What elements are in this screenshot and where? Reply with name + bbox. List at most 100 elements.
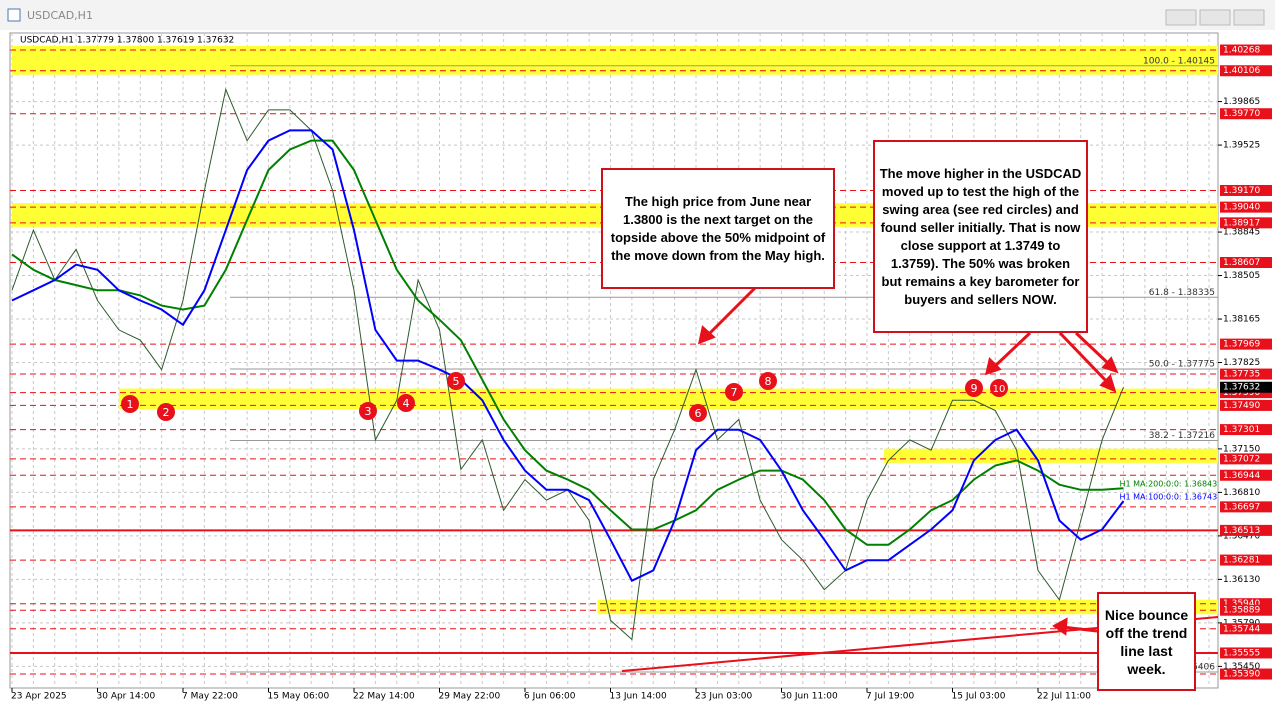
x-tick-label: 22 May 14:00	[353, 692, 415, 702]
app-icon	[7, 8, 21, 22]
y-tick-label: 1.38165	[1223, 315, 1260, 325]
level-label: 1.39770	[1223, 109, 1260, 119]
level-label: 1.36281	[1223, 556, 1260, 566]
y-tick-label: 1.39865	[1223, 97, 1260, 107]
level-tag	[1220, 453, 1272, 465]
x-tick-label: 13 Jun 14:00	[610, 692, 667, 702]
level-tag	[1220, 368, 1272, 380]
y-tick-label: 1.39525	[1223, 141, 1260, 151]
level-tag	[1220, 554, 1272, 566]
level-label: 1.36944	[1223, 471, 1260, 481]
current-price-tag	[1220, 381, 1272, 393]
marker	[990, 379, 1008, 397]
level-tag	[1220, 257, 1272, 269]
level-label: 1.37590	[1223, 388, 1260, 398]
marker-label: 7	[731, 386, 738, 399]
level-label: 1.35744	[1223, 624, 1260, 634]
y-tick-label: 1.36810	[1223, 488, 1260, 498]
fib-label: 50.0 - 1.37775	[1149, 359, 1215, 369]
level-tag	[1220, 604, 1272, 616]
level-tag	[1220, 647, 1272, 659]
annotation: Nice bounce off the trend line last week…	[1097, 592, 1196, 691]
series-line	[11, 139, 1124, 546]
marker	[447, 372, 465, 390]
markers: 1 2 3 4 5 6 7 8 9 10	[121, 372, 1008, 422]
level-label: 1.37072	[1223, 454, 1260, 464]
level-tag	[1220, 201, 1272, 213]
zone	[12, 46, 1218, 75]
levels: 100.0 - 1.40145 61.8 - 1.38335 50.0 - 1.37…	[10, 49, 1218, 675]
x-axis-bg	[0, 689, 1219, 714]
x-tick-label: 15 Jul 03:00	[952, 692, 1006, 702]
level-tag	[1220, 44, 1272, 56]
level-label: 1.36697	[1223, 502, 1260, 512]
title-bar	[0, 0, 1275, 30]
annotation: The high price from June near 1.3800 is …	[601, 168, 835, 289]
marker-label: 9	[971, 382, 978, 395]
legend-entry: H1 MA:200:0:0: 1.36843	[1120, 480, 1218, 489]
marker	[397, 394, 415, 412]
marker	[121, 395, 139, 413]
marker	[965, 379, 983, 397]
level-label: 1.38917	[1223, 218, 1260, 228]
marker	[759, 372, 777, 390]
level-tag	[1220, 623, 1272, 635]
marker-label: 3	[365, 405, 372, 418]
y-tick-label: 1.36130	[1223, 575, 1260, 585]
zone	[884, 448, 1218, 463]
close-button[interactable]	[1233, 9, 1265, 26]
level-tag	[1220, 338, 1272, 350]
x-tick-label: 23 Apr 2025	[11, 692, 67, 702]
level-label: 1.35555	[1223, 648, 1260, 658]
fib-label: 38.2 - 1.37216	[1149, 431, 1215, 441]
level-tag	[1220, 598, 1272, 610]
level-label: 1.35889	[1223, 606, 1260, 616]
y-tick-label: 1.38505	[1223, 271, 1260, 281]
minimize-button[interactable]	[1165, 9, 1197, 26]
level-label: 1.35390	[1223, 670, 1260, 680]
chart-header: USDCAD,H1 1.37779 1.37800 1.37619 1.3763…	[20, 36, 234, 46]
x-tick-label: 22 Jul 11:00	[1037, 692, 1091, 702]
marker-label: 2	[163, 406, 170, 419]
x-tick-label: 15 May 06:00	[268, 692, 330, 702]
y-tick-label: 1.37825	[1223, 358, 1260, 368]
marker-label: 5	[453, 375, 460, 388]
level-label: 1.37735	[1223, 370, 1260, 380]
x-tick-label: 7 Jul 19:00	[866, 692, 915, 702]
x-tick-label: 30 Jun 11:00	[781, 692, 838, 702]
level-tag	[1220, 524, 1272, 536]
lines: H1 MA:200:0:0: 1.36843 H1 MA:100:0:0: 1.3…	[11, 87, 1218, 641]
level-label: 1.36513	[1223, 526, 1260, 536]
maximize-button[interactable]	[1199, 9, 1231, 26]
y-tick-label: 1.38845	[1223, 228, 1260, 238]
current-price-label: 1.37632	[1223, 383, 1260, 393]
marker-label: 6	[695, 407, 702, 420]
y-tick-label: 1.36470	[1223, 531, 1260, 541]
zone	[118, 388, 1218, 410]
fib-label: 61.8 - 1.38335	[1149, 288, 1215, 298]
axis: 1.39865 1.39525 1.38845 1.38505 1.38165 1.378…	[0, 31, 1275, 714]
level-tag	[1220, 65, 1272, 77]
level-tag	[1220, 668, 1272, 680]
marker	[157, 403, 175, 421]
level-label: 1.35940	[1223, 599, 1260, 609]
series-line	[11, 129, 1125, 583]
level-tag	[1220, 108, 1272, 120]
y-tick-label: 1.37150	[1223, 444, 1260, 454]
legend-entry: H1 MA:100:0:0: 1.36743	[1120, 492, 1218, 501]
x-tick-label: 30 Apr 14:00	[97, 692, 156, 702]
x-tick-label: 29 May 22:00	[439, 692, 501, 702]
level-label: 1.40106	[1223, 66, 1260, 76]
level-tag	[1220, 217, 1272, 229]
level-label: 1.37490	[1223, 401, 1260, 411]
fib-label: 1.35406	[1178, 663, 1215, 673]
annotation: The move higher in the USDCAD moved up t…	[873, 140, 1088, 333]
level-tag	[1220, 469, 1272, 481]
level-tag	[1220, 399, 1272, 411]
marker-label: 10	[993, 384, 1006, 395]
fib-label: 100.0 - 1.40145	[1143, 56, 1215, 66]
x-tick-label: 6 Jun 06:00	[524, 692, 576, 702]
level-label: 1.39040	[1223, 203, 1260, 213]
